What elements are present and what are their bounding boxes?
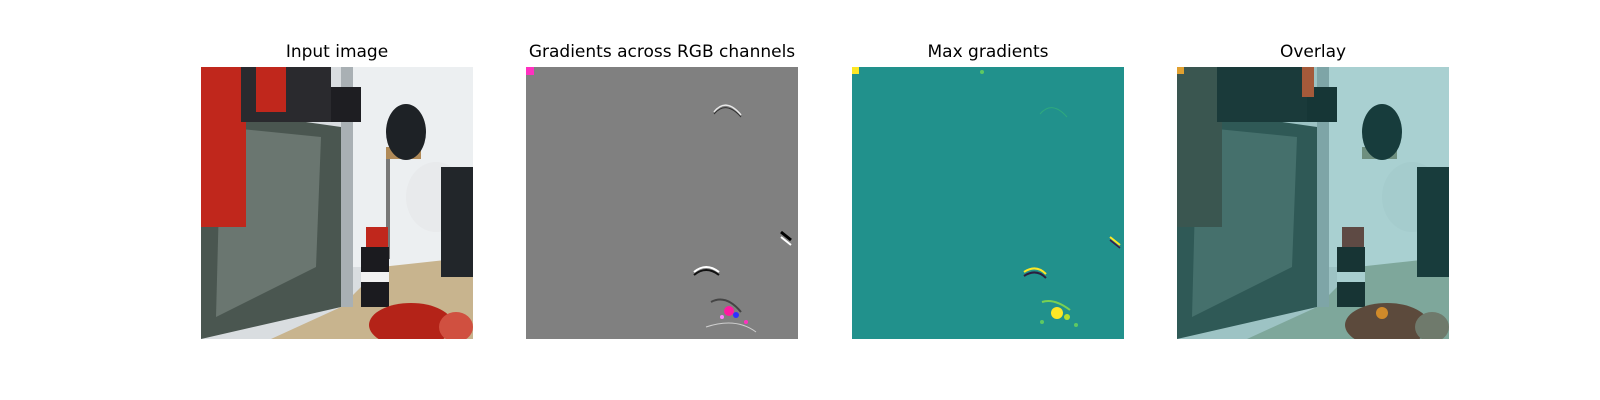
panel-title: Overlay: [1177, 40, 1449, 64]
overlay-svg: [1177, 67, 1449, 339]
overlay-image: [1177, 67, 1449, 339]
rgb-gradients-svg: [526, 67, 798, 339]
rgb-gradients-image: [526, 67, 798, 339]
panel-input-image: Input image: [201, 40, 473, 64]
panel-max-gradients: Max gradients: [852, 40, 1124, 64]
max-gradients-svg: [852, 67, 1124, 339]
panel-title: Input image: [201, 40, 473, 64]
panel-overlay: Overlay: [1177, 40, 1449, 64]
max-gradients-image: [852, 67, 1124, 339]
panel-title: Gradients across RGB channels: [526, 40, 798, 64]
input-image: [201, 67, 473, 339]
panel-title: Max gradients: [852, 40, 1124, 64]
panel-rgb-gradients: Gradients across RGB channels: [526, 40, 798, 64]
input-image-svg: [201, 67, 473, 339]
